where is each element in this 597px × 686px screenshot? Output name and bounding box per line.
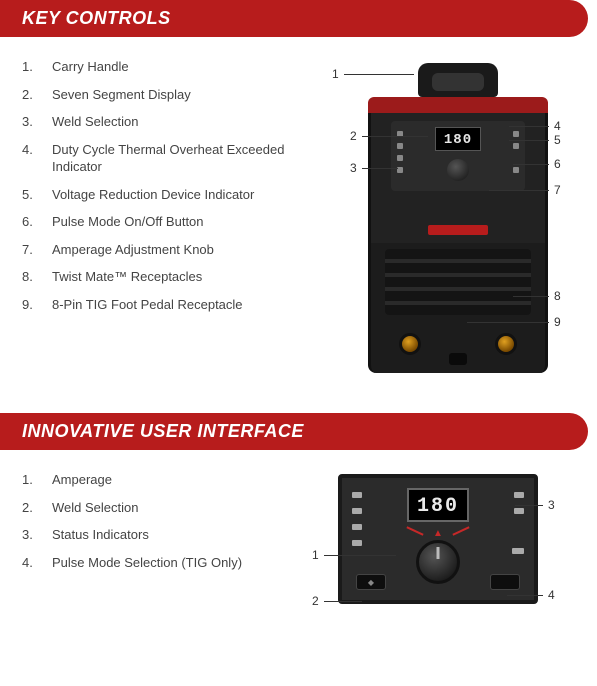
item-label: Seven Segment Display [52, 87, 191, 102]
callout-number: 6 [554, 157, 561, 171]
foot-pedal-receptacle-icon [449, 353, 467, 365]
callout-3: 3 [350, 161, 357, 175]
machine-diagram: 180 [318, 53, 579, 373]
callout-8: 8 [554, 289, 561, 303]
callout-9: 9 [554, 315, 561, 329]
callout-number: 5 [554, 133, 561, 147]
accent-line [452, 526, 469, 535]
item-label: Duty Cycle Thermal Overheat Exceeded Ind… [52, 142, 284, 175]
brand-strip [428, 225, 488, 235]
callout-7: 7 [554, 183, 561, 197]
list-item: Carry Handle [18, 53, 318, 81]
mode-icon [352, 492, 362, 498]
pulse-button-icon [490, 574, 520, 590]
section-key-controls: KEY CONTROLS Carry Handle Seven Segment … [0, 0, 597, 373]
pulse-icon [512, 548, 524, 554]
callout-4: 4 [554, 119, 561, 133]
list-item: Status Indicators [18, 521, 318, 549]
accent-line [406, 526, 423, 535]
callout-6: 6 [554, 157, 561, 171]
ui-list: Amperage Weld Selection Status Indicator… [18, 466, 318, 646]
machine-panel-area: 180 [368, 113, 548, 243]
callout-number: 4 [554, 119, 561, 133]
callout-number: 3 [548, 498, 555, 512]
item-label: Pulse Mode Selection (TIG Only) [52, 555, 242, 570]
handle-icon [418, 63, 498, 97]
callout-1: 1 [332, 67, 339, 81]
machine-top [368, 97, 548, 113]
amperage-display: 180 [407, 488, 469, 522]
amperage-knob-icon [447, 159, 469, 181]
control-panel: 180 [391, 121, 525, 191]
item-label: Twist Mate™ Receptacles [52, 269, 202, 284]
callout-number: 3 [350, 161, 357, 175]
machine-illustration: 180 [368, 63, 548, 373]
section-body: Carry Handle Seven Segment Display Weld … [0, 53, 597, 373]
twist-mate-left-icon [399, 333, 421, 355]
mode-icon [352, 508, 362, 514]
status-icon [514, 492, 524, 498]
callout-number: 9 [554, 315, 561, 329]
callout-number: 2 [350, 129, 357, 143]
panel-icon [513, 167, 519, 173]
list-item: Weld Selection [18, 108, 318, 136]
status-icon [514, 508, 524, 514]
weld-select-button-icon: ◆ [356, 574, 386, 590]
list-item: Amperage [18, 466, 318, 494]
callout-number: 1 [312, 548, 319, 562]
section-title: INNOVATIVE USER INTERFACE [22, 421, 304, 441]
mode-icon [352, 540, 362, 546]
machine-lower [368, 243, 548, 373]
callout-3: 3 [548, 498, 555, 512]
list-item: Pulse Mode On/Off Button [18, 208, 318, 236]
section-user-interface: INNOVATIVE USER INTERFACE Amperage Weld … [0, 413, 597, 646]
section-body: Amperage Weld Selection Status Indicator… [0, 466, 597, 646]
controls-list: Carry Handle Seven Segment Display Weld … [18, 53, 318, 373]
item-label: Weld Selection [52, 500, 138, 515]
interface-panel: 180 ▲ ◆ [338, 474, 538, 604]
callout-number: 2 [312, 594, 319, 608]
list-item: Seven Segment Display [18, 81, 318, 109]
list-item: Amperage Adjustment Knob [18, 236, 318, 264]
list-item: Duty Cycle Thermal Overheat Exceeded Ind… [18, 136, 318, 181]
item-label: Voltage Reduction Device Indicator [52, 187, 254, 202]
adjust-knob-icon [416, 540, 460, 584]
item-label: Status Indicators [52, 527, 149, 542]
callout-4: 4 [548, 588, 555, 602]
list-item: 8-Pin TIG Foot Pedal Receptacle [18, 291, 318, 319]
panel-icon [397, 143, 403, 149]
vent-grille-icon [385, 249, 531, 315]
list-item: Twist Mate™ Receptacles [18, 263, 318, 291]
panel-icon [397, 155, 403, 161]
callout-number: 1 [332, 67, 339, 81]
item-label: Carry Handle [52, 59, 129, 74]
callout-2: 2 [312, 594, 319, 608]
section-header: INNOVATIVE USER INTERFACE [0, 413, 588, 450]
callout-number: 7 [554, 183, 561, 197]
callout-2: 2 [350, 129, 357, 143]
item-label: Amperage [52, 472, 112, 487]
item-label: 8-Pin TIG Foot Pedal Receptacle [52, 297, 243, 312]
callout-1: 1 [312, 548, 319, 562]
seven-segment-display: 180 [435, 127, 481, 151]
callout-5: 5 [554, 133, 561, 147]
list-item: Voltage Reduction Device Indicator [18, 181, 318, 209]
callout-number: 8 [554, 289, 561, 303]
panel-icon [513, 143, 519, 149]
mode-icon [352, 524, 362, 530]
list-item: Pulse Mode Selection (TIG Only) [18, 549, 318, 577]
callout-number: 4 [548, 588, 555, 602]
up-arrow-icon: ▲ [433, 528, 443, 539]
section-header: KEY CONTROLS [0, 0, 588, 37]
twist-mate-right-icon [495, 333, 517, 355]
item-label: Weld Selection [52, 114, 138, 129]
item-label: Pulse Mode On/Off Button [52, 214, 204, 229]
item-label: Amperage Adjustment Knob [52, 242, 214, 257]
interface-diagram: 180 ▲ ◆ 1 2 [318, 466, 579, 646]
panel-icon [513, 131, 519, 137]
list-item: Weld Selection [18, 494, 318, 522]
section-title: KEY CONTROLS [22, 8, 171, 28]
